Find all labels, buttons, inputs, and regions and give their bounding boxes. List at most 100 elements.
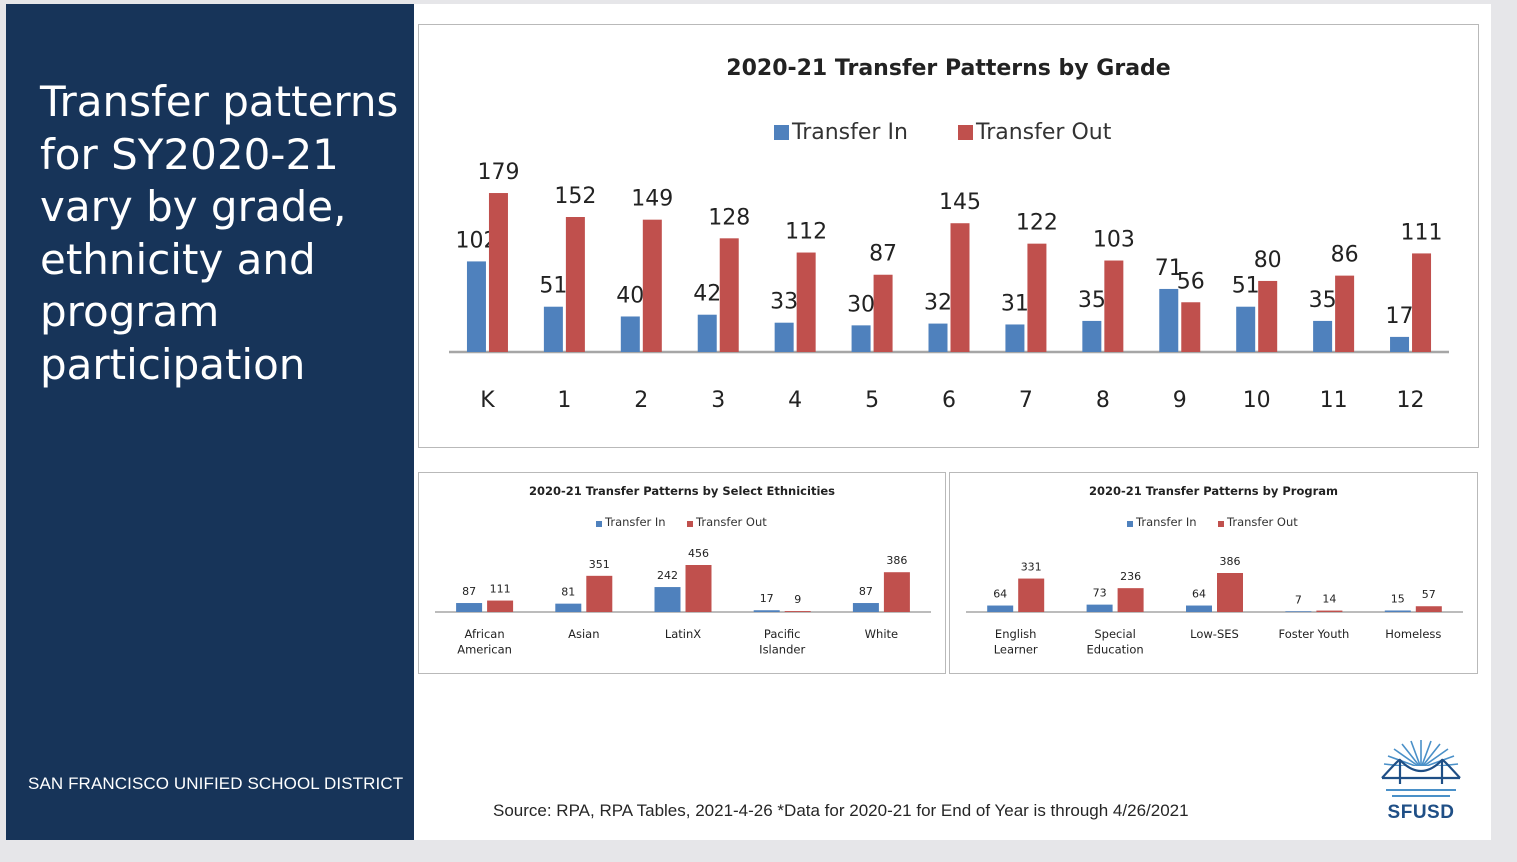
bar-transfer-out	[950, 223, 970, 352]
data-label: 128	[708, 205, 750, 230]
district-name: SAN FRANCISCO UNIFIED SCHOOL DISTRICT	[28, 774, 404, 793]
data-label: 80	[1254, 248, 1282, 273]
data-label: 351	[589, 558, 610, 571]
chart-legend: Transfer In Transfer Out	[774, 120, 1112, 145]
bar-transfer-in	[1285, 611, 1312, 612]
sfusd-logo: SFUSD	[1378, 738, 1464, 828]
data-label: 87	[462, 585, 476, 598]
chart-legend: Transfer In Transfer Out	[1127, 515, 1298, 529]
x-tick-label: LatinX	[665, 627, 701, 641]
legend-label: Transfer In	[1135, 515, 1197, 529]
x-tick-label: 11	[1320, 388, 1348, 413]
data-label: 35	[1309, 288, 1337, 313]
x-tick-label: 2	[634, 388, 648, 413]
bar-transfer-in	[1384, 610, 1411, 612]
golden-gate-bridge-sunburst-icon	[1381, 740, 1461, 797]
bar-transfer-out	[1258, 280, 1278, 352]
legend-label: Transfer In	[604, 515, 666, 529]
data-label: 179	[477, 160, 519, 185]
x-tick-label: 7	[1019, 388, 1033, 413]
data-label: 17	[760, 592, 774, 605]
data-label: 71	[1155, 256, 1183, 281]
bar-transfer-in	[1086, 604, 1113, 612]
data-label: 64	[1192, 588, 1206, 601]
bar-transfer-out	[1316, 610, 1343, 612]
data-label: 33	[770, 290, 798, 315]
bar-transfer-in	[987, 605, 1014, 612]
data-label: 31	[1001, 291, 1029, 316]
legend-label: Transfer Out	[975, 120, 1112, 145]
x-tick-label: 10	[1243, 388, 1271, 413]
data-label: 149	[631, 187, 673, 212]
data-label: 14	[1322, 593, 1336, 606]
bar-transfer-in	[1236, 306, 1256, 352]
data-label: 111	[1401, 220, 1443, 245]
legend-swatch-transfer-out	[687, 521, 693, 527]
data-label: 236	[1120, 570, 1141, 583]
data-label: 51	[1232, 274, 1260, 299]
program-chart: 2020-21 Transfer Patterns by Program Tran…	[966, 484, 1463, 657]
bar-transfer-out	[642, 219, 662, 352]
legend-swatch-transfer-out	[958, 125, 973, 140]
x-tick-label: English Learner	[994, 627, 1038, 657]
data-label: 9	[794, 593, 801, 606]
bar-transfer-in	[543, 306, 563, 352]
x-tick-label: Asian	[568, 627, 599, 641]
sidebar: Transfer patterns for SY2020-21 vary by …	[6, 4, 414, 840]
data-label: 331	[1021, 561, 1042, 574]
bar-transfer-in	[753, 610, 780, 612]
chart-title: 2020-21 Transfer Patterns by Program	[1089, 484, 1338, 498]
bar-transfer-in	[851, 325, 871, 352]
logo-text: SFUSD	[1387, 802, 1455, 823]
data-label: 32	[924, 291, 952, 316]
bar-transfer-out	[1027, 243, 1047, 352]
x-tick-label: 3	[711, 388, 725, 413]
x-tick-label: African American	[457, 627, 512, 657]
x-tick-label: K	[480, 388, 495, 413]
bar-transfer-out	[1018, 578, 1045, 612]
data-label: 386	[1220, 555, 1241, 568]
bar-transfer-out	[1181, 302, 1201, 352]
bar-transfer-in	[456, 603, 483, 612]
bar-transfer-out	[784, 611, 811, 612]
legend-swatch-transfer-in	[596, 521, 602, 527]
x-tick-label: 1	[557, 388, 571, 413]
x-tick-label: 6	[942, 388, 956, 413]
data-label: 111	[490, 583, 511, 596]
data-label: 17	[1386, 304, 1414, 329]
bar-transfer-out	[883, 572, 910, 612]
data-label: 145	[939, 190, 981, 215]
bar-transfer-in	[1186, 605, 1212, 612]
x-tick-label: 12	[1397, 388, 1425, 413]
data-label: 40	[616, 283, 644, 308]
chart-title: 2020-21 Transfer Patterns by Select Ethn…	[529, 484, 835, 498]
legend-label: Transfer In	[791, 120, 908, 145]
bar-transfer-out	[719, 238, 739, 352]
chart-title: 2020-21 Transfer Patterns by Grade	[726, 56, 1170, 81]
source-footnote: Source: RPA, RPA Tables, 2021-4-26 *Data…	[493, 801, 1189, 820]
data-label: 103	[1093, 228, 1135, 253]
bar-transfer-out	[565, 217, 585, 352]
chart-legend: Transfer In Transfer Out	[596, 515, 767, 529]
data-label: 112	[785, 220, 827, 245]
data-label: 73	[1093, 587, 1107, 600]
data-label: 152	[554, 184, 596, 209]
bar-transfer-out	[1412, 253, 1432, 352]
x-tick-label: 8	[1096, 388, 1110, 413]
x-tick-label: 4	[788, 388, 802, 413]
bar-transfer-in	[697, 314, 717, 352]
x-tick-label: Homeless	[1385, 627, 1441, 641]
bar-transfer-in	[620, 316, 640, 352]
legend-swatch-transfer-in	[774, 125, 789, 140]
bar-transfer-out	[1335, 275, 1355, 352]
ethnicity-chart-panel: 2020-21 Transfer Patterns by Select Ethn…	[418, 472, 946, 674]
program-chart-panel: 2020-21 Transfer Patterns by Program Tran…	[949, 472, 1478, 674]
bar-transfer-in	[1082, 320, 1102, 352]
data-label: 51	[539, 274, 567, 299]
bar-transfer-out	[873, 274, 893, 352]
x-tick-label: Low-SES	[1190, 627, 1239, 641]
data-label: 87	[859, 585, 873, 598]
grade-chart: 2020-21 Transfer Patterns by Grade Transf…	[449, 56, 1449, 413]
grade-chart-panel: 2020-21 Transfer Patterns by Grade Transf…	[418, 24, 1479, 448]
bar-transfer-in	[1313, 320, 1333, 352]
